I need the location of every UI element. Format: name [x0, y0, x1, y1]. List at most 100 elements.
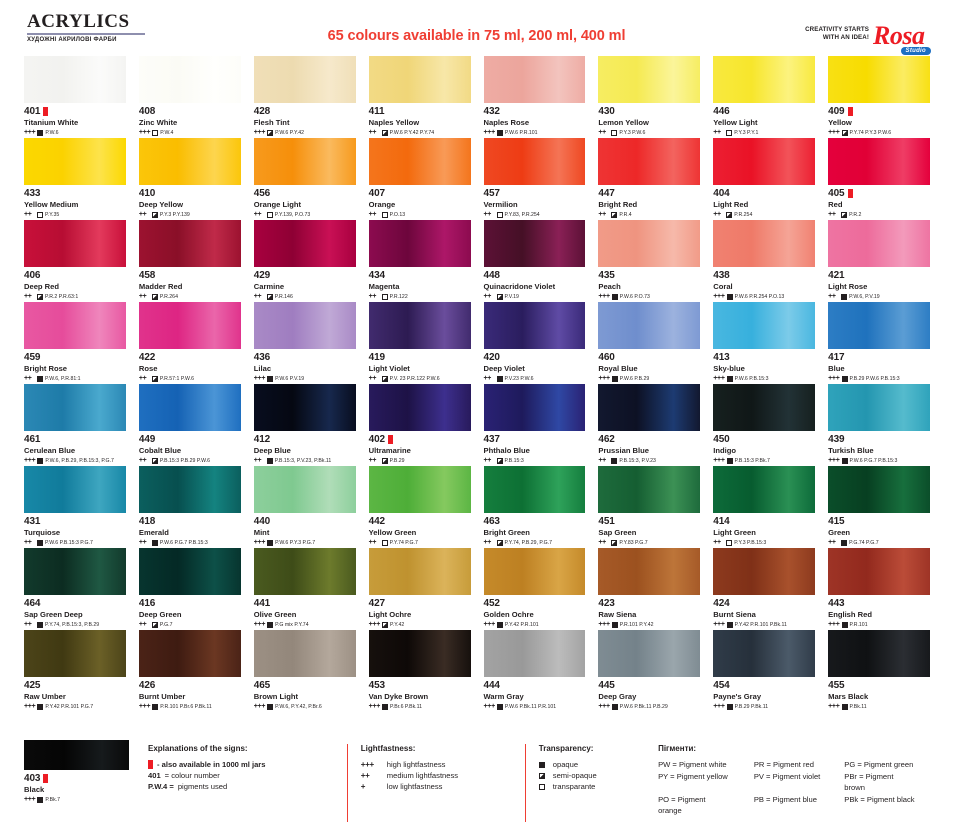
colour-card-438[interactable]: 438 Coral +++ P.W.6 P.R.254 P.O.13 [713, 220, 816, 302]
lightfastness-value: ++ [828, 539, 836, 546]
colour-card-455[interactable]: 455 Mars Black +++ P.Bk.11 [828, 630, 930, 712]
lightfastness-value: +++ [253, 621, 266, 628]
legend-pigment-entry: PO = Pigment orange [658, 794, 706, 816]
colour-card-459[interactable]: 459 Bright Rose ++ P.W.6, P.R.81:1 [24, 302, 126, 384]
colour-card-435[interactable]: 435 Peach +++ P.W.6 P.O.73 [598, 220, 701, 302]
colour-card-458[interactable]: 458 Madder Red ++ P.R.264 [138, 220, 241, 302]
colour-card-423[interactable]: 423 Raw Siena +++ P.R.101 P.Y.42 [598, 548, 701, 630]
colour-card-439[interactable]: 439 Turkish Blue +++ P.W.6 P.G.7 P.B.15:3 [828, 384, 930, 466]
colour-card-427[interactable]: 427 Light Ochre +++ P.Y.42 [368, 548, 471, 630]
colour-card-407[interactable]: 407 Orange ++ P.O.13 [368, 138, 471, 220]
colour-card-419[interactable]: 419 Light Violet ++ P.V. 23 P.R.122 P.W.6 [368, 302, 471, 384]
colour-card-403[interactable]: 403 Black +++ P.Bk.7 [24, 740, 129, 822]
colour-card-421[interactable]: 421 Light Rose ++ P.W.6, P.V.19 [828, 220, 930, 302]
colour-card-447[interactable]: 447 Bright Red ++ P.R.4 [598, 138, 701, 220]
lightfastness-value: ++ [713, 129, 721, 136]
colour-card-425[interactable]: 425 Raw Umber +++ P.Y.42 P.R.101 P.G.7 [24, 630, 126, 712]
pigment-codes: P.W.6 P.Y.42 [275, 130, 304, 136]
lightfastness-value: ++ [483, 457, 492, 464]
colour-card-406[interactable]: 406 Deep Red ++ P.R.2 P.R.63:1 [24, 220, 126, 302]
colour-card-428[interactable]: 428 Flesh Tint +++ P.W.6 P.Y.42 [253, 56, 356, 138]
lightfastness-value: ++ [138, 457, 147, 464]
colour-name: Lilac [253, 364, 272, 373]
colour-card-405[interactable]: 405 Red ++ P.R.2 [828, 138, 930, 220]
colour-card-463[interactable]: 463 Bright Green ++ P.Y.74, P.B.29, P.G.7 [483, 466, 586, 548]
colour-card-418[interactable]: 418 Emerald ++ P.W.6 P.G.7 P.B.15:3 [138, 466, 241, 548]
colour-properties: +++ P.Y.42 P.R.101 [484, 621, 586, 629]
colour-card-417[interactable]: 417 Blue +++ P.B.29 P.W.6 P.B.15:3 [828, 302, 930, 384]
colour-card-401[interactable]: 401 Titanium White +++ P.W.6 [24, 56, 126, 138]
colour-card-412[interactable]: 412 Deep Blue ++ P.B.15:3, P.V.23, P.Bk.11 [253, 384, 356, 466]
colour-meta: 441 Olive Green +++ P.G mix P.Y.74 [254, 595, 356, 629]
colour-card-450[interactable]: 450 Indigo +++ P.B.15:3 P.Bk.7 [713, 384, 816, 466]
transparency-semi-opaque-icon [151, 294, 158, 300]
colour-card-457[interactable]: 457 Vermilion ++ P.Y.83, P.R.254 [483, 138, 586, 220]
pigment-codes: P.B.15:3, P.V.23 [619, 458, 656, 464]
rosa-tagline: CREATIVITY STARTS WITH AN IDEA! [805, 24, 869, 42]
colour-meta: 423 Raw Siena +++ P.R.101 P.Y.42 [598, 595, 700, 629]
colour-card-422[interactable]: 422 Rose ++ P.R.57:1 P.W.6 [138, 302, 241, 384]
pigment-codes: P.R.101 P.Br.6 P.Bk.11 [160, 704, 212, 710]
colour-card-462[interactable]: 462 Prussian Blue ++ P.B.15:3, P.V.23 [598, 384, 701, 466]
colour-card-420[interactable]: 420 Deep Violet ++ P.V.23 P.W.6 [483, 302, 586, 384]
colour-card-431[interactable]: 431 Turquiose ++ P.W.6 P.B.15:3 P.G.7 [24, 466, 126, 548]
colour-meta: 435 Peach +++ P.W.6 P.O.73 [598, 267, 700, 301]
colour-card-409[interactable]: 409 Yellow +++ P.Y.74 P.Y.3 P.W.6 [828, 56, 930, 138]
colour-card-444[interactable]: 444 Warm Gray +++ P.W.6 P.Bk.11 P.R.101 [483, 630, 586, 712]
transparency-semi-opaque-icon [841, 212, 848, 218]
colour-card-445[interactable]: 445 Deep Gray +++ P.W.6 P.Bk.11 P.B.29 [598, 630, 701, 712]
colour-card-451[interactable]: 451 Sap Green ++ P.Y.83 P.G.7 [598, 466, 701, 548]
colour-card-453[interactable]: 453 Van Dyke Brown +++ P.Br.6 P.Bk.11 [368, 630, 471, 712]
colour-card-410[interactable]: 410 Deep Yellow ++ P.Y.3 P.Y.139 [138, 138, 241, 220]
colour-card-452[interactable]: 452 Golden Ochre +++ P.Y.42 P.R.101 [483, 548, 586, 630]
pigment-codes: P.Y.74 P.G.7 [389, 540, 418, 546]
colour-card-433[interactable]: 433 Yellow Medium ++ P.Y.35 [24, 138, 126, 220]
transparency-transparente-icon [726, 540, 733, 546]
colour-card-408[interactable]: 408 Zinc White +++ P.W.4 [138, 56, 241, 138]
colour-card-436[interactable]: 436 Lilac +++ P.W.6 P.V.19 [253, 302, 356, 384]
transparency-opaque-icon [496, 130, 503, 136]
colour-card-434[interactable]: 434 Magenta ++ P.R.122 [368, 220, 471, 302]
colour-card-429[interactable]: 429 Carmine ++ P.R.146 [253, 220, 356, 302]
colour-card-413[interactable]: 413 Sky-blue +++ P.W.6 P.B.15:3 [713, 302, 816, 384]
colour-card-411[interactable]: 411 Naples Yellow ++ P.W.6 P.Y.42 P.Y.74 [368, 56, 471, 138]
colour-card-456[interactable]: 456 Orange Light ++ P.Y.139, P.O.73 [253, 138, 356, 220]
colour-card-426[interactable]: 426 Burnt Umber +++ P.R.101 P.Br.6 P.Bk.11 [138, 630, 241, 712]
colour-card-414[interactable]: 414 Light Green ++ P.Y.3 P.B.15:3 [713, 466, 816, 548]
colour-card-443[interactable]: 443 English Red +++ P.R.101 [828, 548, 930, 630]
colour-card-460[interactable]: 460 Royal Blue +++ P.W.6 P.B.29 [598, 302, 701, 384]
pigment-codes: P.Y.74, P.B.15:3, P.B.29 [45, 622, 100, 628]
colour-card-464[interactable]: 464 Sap Green Deep ++ P.Y.74, P.B.15:3, P.B… [24, 548, 126, 630]
colour-code-line: 426 [139, 680, 241, 691]
colour-card-402[interactable]: 402 Ultramarine ++ P.B.29 [368, 384, 471, 466]
colour-name: Deep Yellow [138, 200, 184, 209]
colour-card-442[interactable]: 442 Yellow Green ++ P.Y.74 P.G.7 [368, 466, 471, 548]
colour-card-448[interactable]: 448 Quinacridone Violet ++ P.V.19 [483, 220, 586, 302]
colour-card-440[interactable]: 440 Mint +++ P.W.6 P.Y.3 P.G.7 [253, 466, 356, 548]
colour-card-430[interactable]: 430 Lemon Yellow ++ P.Y.3 P.W.6 [598, 56, 701, 138]
colour-properties: ++ P.R.2 P.R.63:1 [24, 293, 126, 301]
colour-meta: 431 Turquiose ++ P.W.6 P.B.15:3 P.G.7 [24, 513, 126, 547]
colour-meta: 401 Titanium White +++ P.W.6 [24, 103, 126, 137]
legend-pigment-entry: PBr = Pigment brown [844, 771, 894, 793]
colour-card-437[interactable]: 437 Phthalo Blue ++ P.B.15:3 [483, 384, 586, 466]
colour-meta: 436 Lilac +++ P.W.6 P.V.19 [254, 349, 356, 383]
colour-card-415[interactable]: 415 Green ++ P.G.74 P.G.7 [828, 466, 930, 548]
colour-name: Warm Gray [483, 692, 524, 701]
pigment-codes: P.B.15:3 P.B.29 P.W.6 [159, 458, 211, 464]
colour-card-416[interactable]: 416 Deep Green ++ P.G.7 [138, 548, 241, 630]
colour-properties: +++ P.Y.42 [369, 621, 471, 629]
colour-code-line: 411 [369, 106, 471, 117]
lightfastness-value: ++ [368, 129, 377, 136]
lightfastness-value: ++ [24, 621, 32, 628]
colour-card-441[interactable]: 441 Olive Green +++ P.G mix P.Y.74 [253, 548, 356, 630]
colour-card-461[interactable]: 461 Cerulean Blue +++ P.W.6, P.B.29, P.B.15… [24, 384, 126, 466]
colour-card-446[interactable]: 446 Yellow Light ++ P.Y.3 P.Y.1 [713, 56, 816, 138]
colour-card-432[interactable]: 432 Naples Rose +++ P.W.6 P.R.101 [483, 56, 586, 138]
colour-card-454[interactable]: 454 Payne's Gray +++ P.B.29 P.Bk.11 [713, 630, 816, 712]
colour-code: 462 [598, 434, 615, 445]
colour-card-424[interactable]: 424 Burnt Siena +++ P.Y.42 P.R.101 P.Bk.11 [713, 548, 816, 630]
colour-card-449[interactable]: 449 Cobalt Blue ++ P.B.15:3 P.B.29 P.W.6 [138, 384, 241, 466]
colour-card-465[interactable]: 465 Brown Light +++ P.W.6, P.Y.42, P.Br.6 [253, 630, 356, 712]
colour-card-404[interactable]: 404 Light Red ++ P.R.254 [713, 138, 816, 220]
